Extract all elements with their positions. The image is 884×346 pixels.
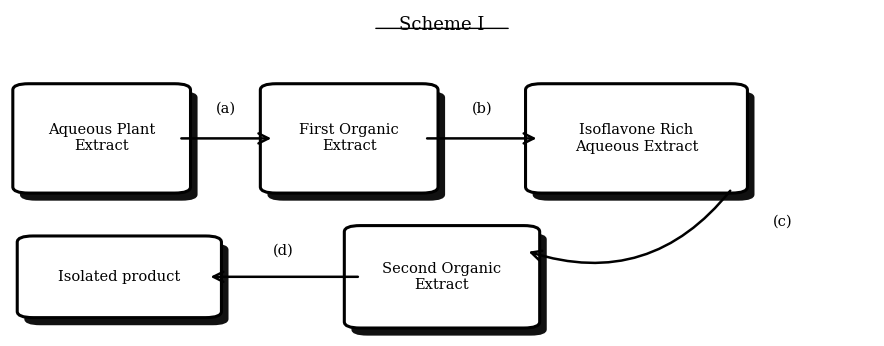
FancyBboxPatch shape	[352, 233, 546, 336]
FancyArrowPatch shape	[531, 191, 730, 263]
Text: (b): (b)	[471, 102, 492, 116]
Text: Scheme I: Scheme I	[400, 16, 484, 34]
Text: (d): (d)	[272, 244, 293, 258]
FancyBboxPatch shape	[260, 84, 438, 193]
FancyBboxPatch shape	[532, 91, 754, 201]
FancyBboxPatch shape	[345, 226, 539, 328]
FancyBboxPatch shape	[25, 244, 228, 325]
Text: First Organic
Extract: First Organic Extract	[300, 123, 399, 154]
Text: Isoflavone Rich
Aqueous Extract: Isoflavone Rich Aqueous Extract	[575, 123, 698, 154]
Text: (a): (a)	[217, 102, 236, 116]
FancyBboxPatch shape	[267, 91, 446, 201]
FancyBboxPatch shape	[525, 84, 748, 193]
Text: Second Organic
Extract: Second Organic Extract	[383, 262, 501, 292]
Text: Isolated product: Isolated product	[58, 270, 180, 284]
FancyBboxPatch shape	[13, 84, 191, 193]
Text: (c): (c)	[773, 215, 792, 228]
FancyBboxPatch shape	[20, 91, 198, 201]
FancyBboxPatch shape	[18, 236, 222, 318]
Text: Aqueous Plant
Extract: Aqueous Plant Extract	[48, 123, 156, 154]
